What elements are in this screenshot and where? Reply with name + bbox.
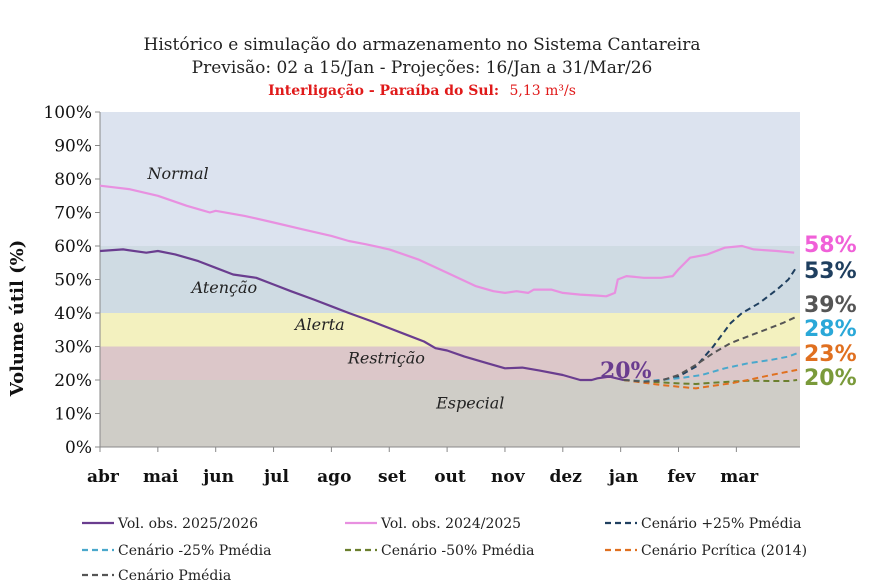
y-axis-ticks: 0% 10% 20% 30% 40% 50% 60% 70% 80% 90% 100% [43,103,100,458]
band-2 [100,313,800,347]
band-1 [100,246,800,313]
series-line-5 [623,368,798,390]
end-value-labels: 58%53% 39%28%23%20% [804,233,857,391]
y-tick-label-8: 80% [54,170,92,190]
band-label-1: Atenção [190,278,258,297]
band-label-4: Especial [435,393,504,412]
band-label-0: Normal [147,164,209,183]
x-tick-label-8: dez [550,467,583,487]
legend-label-4: Cenário -50% Pmédia [381,543,534,559]
y-tick-label-9: 90% [54,137,92,157]
x-tick-label-1: mai [143,467,179,487]
chart-title-line2: Previsão: 02 a 15/Jan - Projeções: 16/Ja… [192,58,653,78]
y-axis-label: Volume útil (%) [7,240,28,398]
y-tick-label-4: 40% [54,304,92,324]
band-label-3: Restrição [347,348,425,367]
legend: Vol. obs. 2025/2026 Vol. obs. 2024/2025 Ce… [82,516,807,584]
subtitle-value: 5,13 m³/s [510,83,576,99]
series-line-3 [623,352,798,382]
series-line-0 [99,248,624,382]
band-label-2: Alerta [293,315,345,334]
end-label-3: 28% [804,317,857,342]
band-0 [100,112,800,246]
y-tick-label-2: 20% [54,371,92,391]
x-tick-label-11: mar [720,467,759,487]
x-axis-ticks: abr mai jun jul ago set out nov dez jan fev mar [87,447,759,487]
legend-label-2: Cenário +25% Pmédia [641,516,801,532]
x-tick-label-9: jan [607,467,639,487]
x-tick-label-10: fev [667,467,696,487]
y-tick-label-10: 100% [43,103,92,123]
legend-label-6: Cenário Pmédia [118,568,231,584]
end-label-0: 58% [804,233,857,258]
series-line-6 [623,315,798,383]
legend-label-5: Cenário Pcrítica (2014) [641,543,807,559]
y-tick-label-3: 30% [54,338,92,358]
legend-label-3: Cenário -25% Pmédia [118,543,271,559]
series-lines [99,184,798,390]
x-tick-label-5: set [378,467,406,487]
series-line-1 [99,184,795,298]
x-tick-label-7: nov [491,467,526,487]
end-label-4: 23% [804,342,857,367]
current-value-label: 20% [600,358,652,384]
y-tick-label-7: 70% [54,204,92,224]
x-tick-label-6: out [434,467,466,487]
y-tick-label-5: 50% [54,271,92,291]
x-tick-label-4: ago [317,467,351,487]
subtitle-bold: Interligação - Paraíba do Sul: [268,82,499,99]
series-line-4 [623,379,798,385]
legend-label-0: Vol. obs. 2025/2026 [117,516,258,532]
y-tick-label-0: 0% [65,438,92,458]
band-4 [100,380,800,447]
y-tick-label-6: 60% [54,237,92,257]
x-tick-label-2: jun [201,467,234,487]
chart-subtitle: Interligação - Paraíba do Sul: 5,13 m³/s [268,82,576,99]
chart-title-line1: Histórico e simulação do armazenamento n… [144,35,701,55]
x-tick-label-0: abr [87,467,120,487]
end-label-1: 53% [804,259,857,284]
legend-label-1: Vol. obs. 2024/2025 [380,516,521,532]
end-label-2: 39% [804,293,857,318]
x-tick-label-3: jul [262,467,290,487]
end-label-5: 20% [804,366,857,391]
y-tick-label-1: 10% [54,405,92,425]
